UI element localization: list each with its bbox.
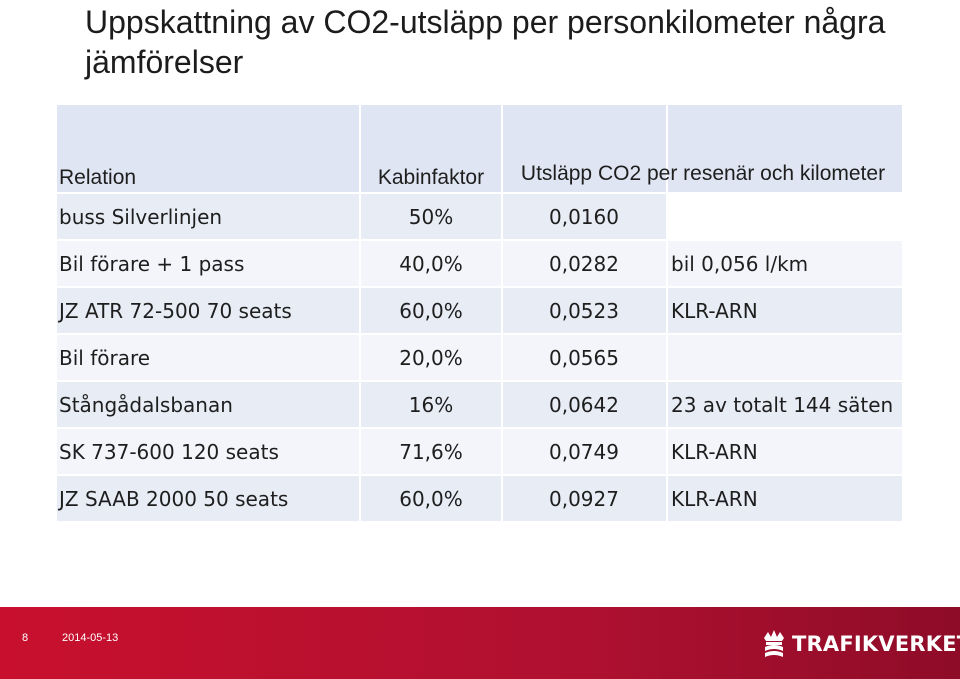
table-row: Bil förare 20,0% 0,0565 <box>57 334 902 382</box>
table-row: Stångådalsbanan 16% 0,0642 23 av totalt … <box>57 381 902 429</box>
page-number: 8 <box>22 632 29 644</box>
header-utslapp-cell: Utsläpp CO2 per resenär och kilometer <box>501 105 885 194</box>
cell-kabinfaktor: 60,0% <box>359 287 502 335</box>
cell-kabinfaktor: 60,0% <box>359 475 502 523</box>
trafikverket-logo: TRAFIKVERKET <box>760 627 960 661</box>
header-utslapp: Utsläpp CO2 per resenär och kilometer <box>520 162 886 185</box>
cell-utslapp: 0,0523 <box>501 287 667 335</box>
cell-utslapp: 0,0749 <box>501 428 667 476</box>
slide-footer: 8 2014-05-13 TRAFIKVERKET <box>0 607 960 679</box>
table-row: SK 737-600 120 seats 71,6% 0,0749 KLR-AR… <box>57 428 902 476</box>
cell-note <box>666 334 902 382</box>
cell-kabinfaktor: 20,0% <box>359 334 502 382</box>
table-row: buss Silverlinjen 50% 0,0160 <box>57 193 902 241</box>
cell-relation: SK 737-600 120 seats <box>57 428 360 476</box>
cell-note: KLR-ARN <box>666 475 902 523</box>
co2-comparison-table: Relation Kabinfaktor Utsläpp CO2 per res… <box>57 105 902 523</box>
cell-kabinfaktor: 40,0% <box>359 240 502 288</box>
footer-date: 2014-05-13 <box>62 632 119 644</box>
cell-utslapp: 0,0282 <box>501 240 667 288</box>
cell-kabinfaktor: 71,6% <box>359 428 502 476</box>
cell-kabinfaktor: 50% <box>359 193 502 241</box>
cell-relation: Stångådalsbanan <box>57 381 360 429</box>
table-row: JZ SAAB 2000 50 seats 60,0% 0,0927 KLR-A… <box>57 475 902 523</box>
cell-relation: Bil förare + 1 pass <box>57 240 360 288</box>
slide-title: Uppskattning av CO2-utsläpp per personki… <box>85 4 886 80</box>
cell-note: bil 0,056 l/km <box>666 240 902 288</box>
header-kabinfaktor: Kabinfaktor <box>359 105 502 194</box>
cell-utslapp: 0,0927 <box>501 475 667 523</box>
cell-note: 23 av totalt 144 säten <box>666 381 902 429</box>
header-note <box>666 105 902 194</box>
table-header-row: Relation Kabinfaktor Utsläpp CO2 per res… <box>57 105 902 194</box>
cell-note: KLR-ARN <box>666 428 902 476</box>
cell-relation: JZ SAAB 2000 50 seats <box>57 475 360 523</box>
table-row: JZ ATR 72-500 70 seats 60,0% 0,0523 KLR-… <box>57 287 902 335</box>
table-row: Bil förare + 1 pass 40,0% 0,0282 bil 0,0… <box>57 240 902 288</box>
cell-utslapp: 0,0565 <box>501 334 667 382</box>
cell-utslapp: 0,0642 <box>501 381 667 429</box>
cell-utslapp: 0,0160 <box>501 193 667 241</box>
cell-relation: buss Silverlinjen <box>57 193 360 241</box>
cell-relation: JZ ATR 72-500 70 seats <box>57 287 360 335</box>
crown-icon <box>764 630 784 657</box>
logo-text: TRAFIKVERKET <box>792 632 960 656</box>
cell-relation: Bil förare <box>57 334 360 382</box>
header-relation: Relation <box>57 105 360 194</box>
cell-note: KLR-ARN <box>666 287 902 335</box>
cell-kabinfaktor: 16% <box>359 381 502 429</box>
cell-note <box>666 193 902 241</box>
